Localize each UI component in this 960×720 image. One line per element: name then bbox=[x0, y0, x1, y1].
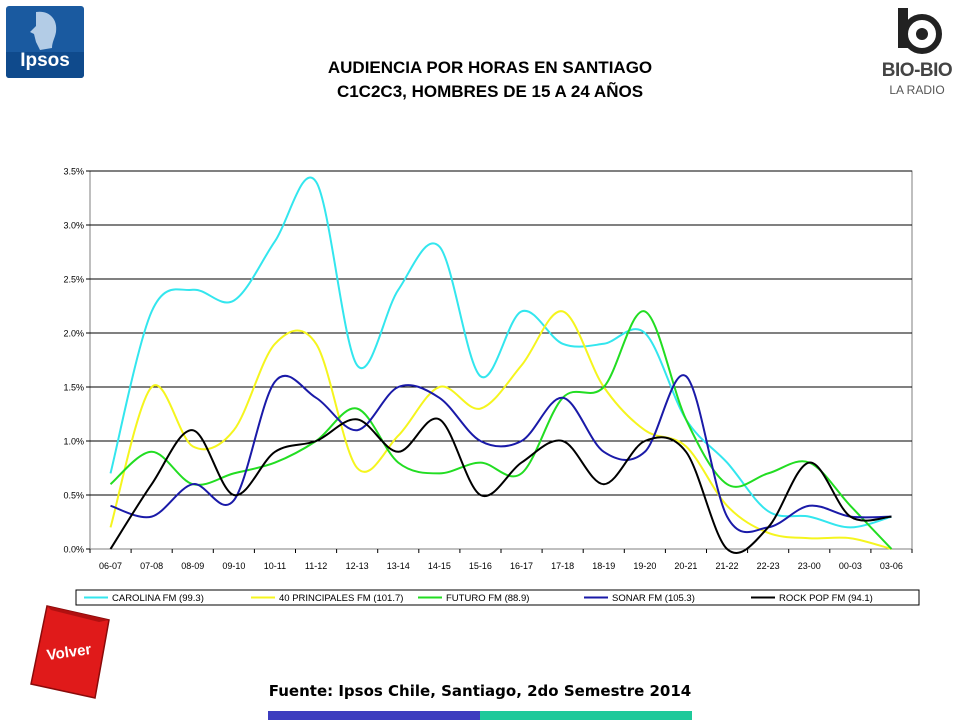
xtick-label: 17-18 bbox=[551, 561, 574, 571]
legend-label: CAROLINA FM (99.3) bbox=[112, 593, 204, 604]
biobio-radio-icon bbox=[898, 8, 942, 54]
volver-button-shape bbox=[30, 605, 110, 699]
chart-title-line1: AUDIENCIA POR HORAS EN SANTIAGO bbox=[327, 58, 653, 77]
series-line-4 bbox=[110, 374, 892, 534]
xtick-label: 23-00 bbox=[798, 561, 821, 571]
ytick-label: 1.0% bbox=[63, 437, 84, 447]
biobio-logo-text: BIO-BIO bbox=[881, 60, 953, 81]
series-line-1 bbox=[109, 176, 892, 529]
ipsos-logo-text: Ipsos bbox=[20, 50, 70, 71]
footer-bar-blue bbox=[268, 711, 480, 720]
footer-bar-teal bbox=[480, 711, 692, 720]
xtick-label: 20-21 bbox=[674, 561, 697, 571]
legend-label: SONAR FM (105.3) bbox=[612, 593, 695, 604]
xtick-label: 11-12 bbox=[305, 561, 327, 571]
xtick-label: 03-06 bbox=[880, 561, 903, 571]
legend-label: 40 PRINCIPALES FM (101.7) bbox=[279, 593, 403, 604]
ytick-label: 3.5% bbox=[63, 167, 84, 177]
series-line-5 bbox=[109, 417, 892, 554]
ytick-label: 0.5% bbox=[63, 491, 84, 501]
ipsos-logo: Ipsos bbox=[6, 6, 84, 78]
biobio-logo: BIO-BIO LA RADIO bbox=[878, 6, 956, 102]
xtick-label: 12-13 bbox=[346, 561, 369, 571]
ipsos-head-icon bbox=[6, 11, 84, 78]
xtick-label: 10-11 bbox=[264, 561, 286, 571]
legend-label: FUTURO FM (88.9) bbox=[446, 593, 529, 604]
xtick-label: 22-23 bbox=[757, 561, 780, 571]
xtick-label: 06-07 bbox=[99, 561, 122, 571]
xtick-label: 00-03 bbox=[839, 561, 862, 571]
xtick-label: 13-14 bbox=[387, 561, 410, 571]
ytick-label: 0.0% bbox=[63, 545, 84, 555]
xtick-label: 09-10 bbox=[222, 561, 245, 571]
ytick-label: 3.0% bbox=[63, 221, 84, 231]
xtick-label: 19-20 bbox=[633, 561, 656, 571]
legend-label: ROCK POP FM (94.1) bbox=[779, 593, 873, 604]
xtick-label: 21-22 bbox=[716, 561, 739, 571]
xtick-label: 14-15 bbox=[428, 561, 451, 571]
volver-button[interactable]: Volver bbox=[25, 604, 115, 700]
source-note: Fuente: Ipsos Chile, Santiago, 2do Semes… bbox=[268, 682, 692, 700]
chart-title-line2: C1C2C3, HOMBRES DE 15 A 24 AÑOS bbox=[336, 82, 644, 101]
ytick-label: 2.0% bbox=[63, 329, 84, 339]
xtick-label: 08-09 bbox=[181, 561, 204, 571]
ytick-label: 2.5% bbox=[63, 275, 84, 285]
xtick-label: 16-17 bbox=[510, 561, 533, 571]
xtick-label: 15-16 bbox=[469, 561, 492, 571]
ytick-label: 1.5% bbox=[63, 383, 84, 393]
chart-title: AUDIENCIA POR HORAS EN SANTIAGO C1C2C3, … bbox=[200, 56, 780, 104]
series-line-2 bbox=[109, 310, 892, 550]
xtick-label: 18-19 bbox=[592, 561, 615, 571]
xtick-label: 07-08 bbox=[140, 561, 163, 571]
legend-box bbox=[75, 589, 920, 606]
biobio-logo-subtext: LA RADIO bbox=[889, 83, 945, 97]
